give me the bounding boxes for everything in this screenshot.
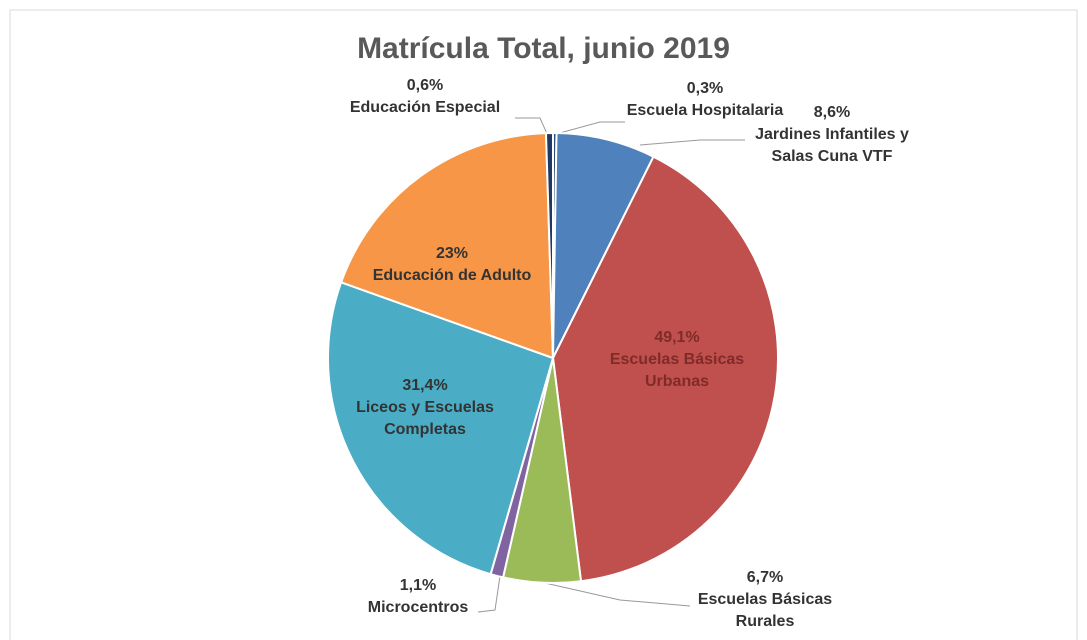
data-label: 1,1% Microcentros [338, 575, 498, 619]
value-label: 1,1% [399, 577, 437, 594]
leader-line [639, 139, 745, 146]
category-label: Educación Especial [349, 99, 501, 116]
data-label: 0,3% Escuela Hospitalaria [595, 78, 815, 122]
data-label: 31,4% Liceos y Escuelas Completas [335, 375, 515, 441]
leader-line [555, 121, 625, 135]
value-label: 8,6% [813, 104, 851, 121]
category-label: Microcentros [367, 599, 469, 616]
pie-slice [339, 132, 555, 360]
category-label: Liceos y Escuelas Completas [356, 399, 494, 438]
data-label: 23% Educación de Adulto [347, 243, 557, 287]
value-label: 0,6% [406, 77, 444, 94]
value-label: 6,7% [746, 569, 784, 586]
value-label: 49,1% [654, 329, 700, 346]
data-label: 49,1% Escuelas Básicas Urbanas [592, 327, 762, 393]
value-label: 0,3% [686, 80, 724, 97]
pie-slice [552, 132, 655, 359]
category-label: Jardines Infantiles y Salas Cuna VTF [755, 126, 909, 165]
category-label: Escuela Hospitalaria [626, 102, 784, 119]
data-label: 0,6% Educación Especial [325, 75, 525, 119]
value-label: 23% [435, 245, 469, 262]
category-label: Educación de Adulto [372, 267, 532, 284]
data-label: 8,6% Jardines Infantiles y Salas Cuna VTF [732, 102, 932, 168]
value-label: 31,4% [402, 377, 448, 394]
leader-line [544, 582, 691, 607]
category-label: Escuelas Básicas Urbanas [609, 351, 745, 390]
data-label: 6,7% Escuelas Básicas Rurales [675, 567, 855, 633]
pie-slice [544, 131, 554, 359]
leader-line [515, 117, 549, 137]
category-label: Escuelas Básicas Rurales [697, 591, 833, 630]
pie-slice [551, 155, 779, 583]
pie-slice [327, 280, 555, 576]
leader-line [477, 575, 501, 613]
frame [9, 9, 1078, 640]
chart-title: Matrícula Total, junio 2019 [357, 32, 730, 65]
